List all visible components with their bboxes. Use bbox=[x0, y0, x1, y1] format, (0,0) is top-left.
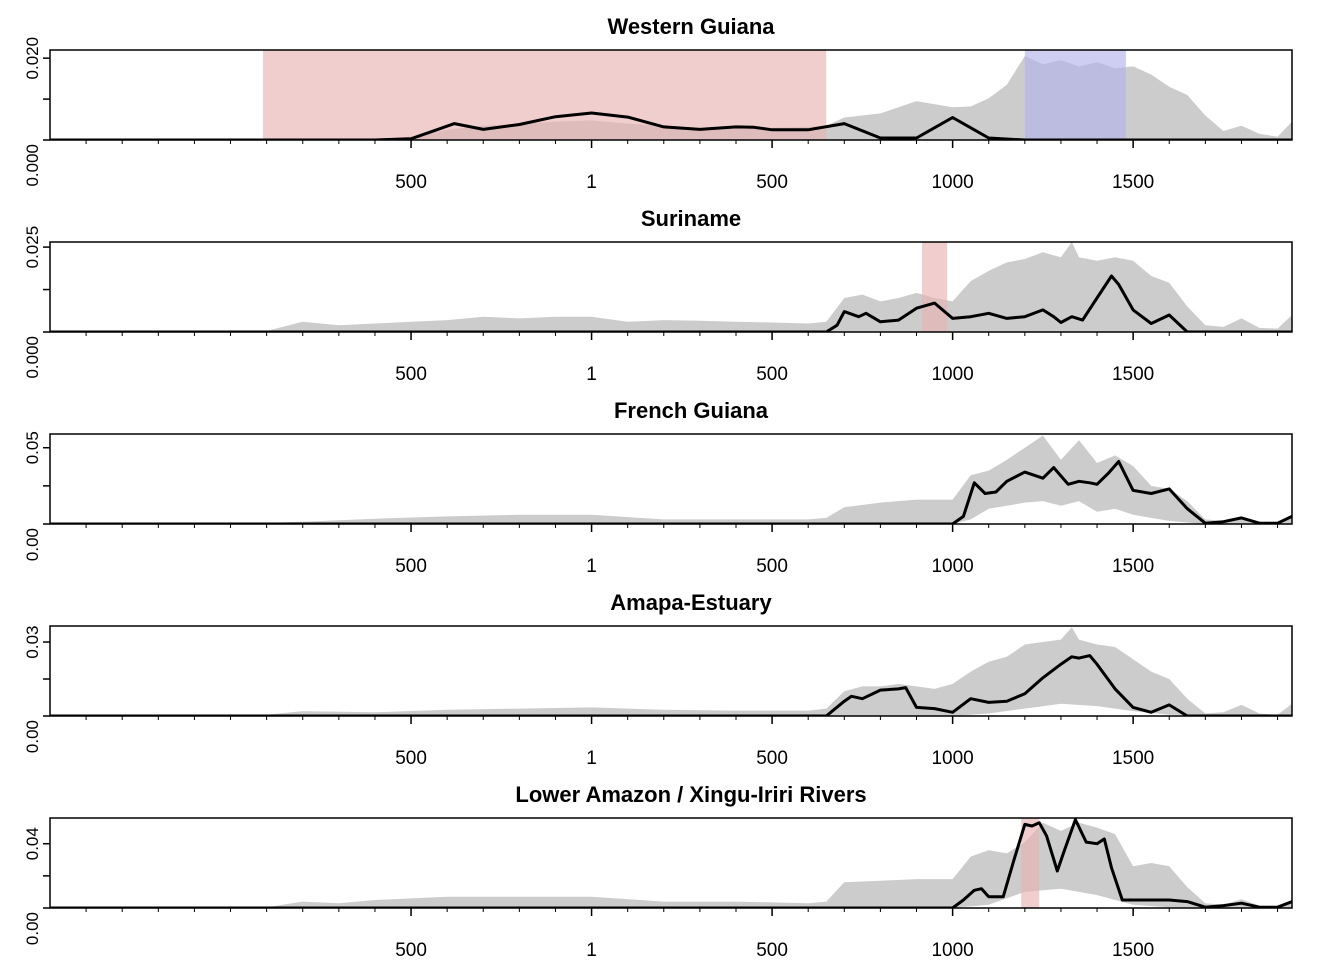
x-tick-label: 500 bbox=[395, 940, 427, 960]
y-tick-label: 0.00 bbox=[23, 720, 42, 753]
median-line bbox=[50, 460, 1292, 524]
x-tick-label: 500 bbox=[756, 364, 788, 385]
y-tick-label: 0.00 bbox=[23, 528, 42, 561]
y-tick-label: 0.04 bbox=[23, 827, 42, 860]
plot-area bbox=[50, 242, 1292, 332]
panel-title: Western Guiana bbox=[607, 14, 775, 39]
plot-frame bbox=[49, 625, 1293, 717]
panel-title: Suriname bbox=[641, 206, 741, 231]
x-tick-label: 500 bbox=[756, 172, 788, 193]
x-tick-label: 1000 bbox=[931, 172, 973, 193]
x-tick-label: 1 bbox=[586, 940, 597, 960]
median-line bbox=[50, 818, 1292, 908]
uncertainty-band bbox=[50, 627, 1292, 716]
y-tick-label: 0.025 bbox=[23, 226, 42, 269]
x-tick-label: 1000 bbox=[931, 556, 973, 577]
y-tick-label: 0.05 bbox=[23, 431, 42, 464]
x-tick-label: 1500 bbox=[1112, 940, 1154, 960]
median-line bbox=[50, 274, 1292, 332]
plot-frame bbox=[49, 817, 1293, 909]
x-tick-label: 1500 bbox=[1112, 172, 1154, 193]
x-tick-label: 500 bbox=[756, 940, 788, 960]
plot-area bbox=[50, 50, 1292, 140]
x-tick-label: 500 bbox=[395, 556, 427, 577]
panel-title: Amapa-Estuary bbox=[610, 590, 772, 615]
y-tick-label: 0.03 bbox=[23, 625, 42, 658]
x-tick-label: 1000 bbox=[931, 364, 973, 385]
median-line bbox=[50, 654, 1292, 716]
plot-frame bbox=[49, 433, 1293, 525]
x-tick-label: 1500 bbox=[1112, 364, 1154, 385]
uncertainty-band bbox=[50, 435, 1292, 524]
panel-title: French Guiana bbox=[614, 398, 769, 423]
highlight-region bbox=[263, 50, 827, 140]
y-tick-label: 0.00 bbox=[23, 912, 42, 945]
uncertainty-band bbox=[50, 822, 1292, 908]
x-tick-label: 1 bbox=[586, 748, 597, 769]
x-tick-label: 1 bbox=[586, 172, 597, 193]
x-tick-label: 1500 bbox=[1112, 748, 1154, 769]
plot-area bbox=[50, 627, 1292, 716]
x-tick-label: 500 bbox=[395, 172, 427, 193]
x-tick-label: 1 bbox=[586, 364, 597, 385]
x-tick-label: 500 bbox=[756, 556, 788, 577]
uncertainty-band bbox=[50, 56, 1292, 140]
uncertainty-band bbox=[50, 242, 1292, 332]
x-tick-label: 500 bbox=[756, 748, 788, 769]
highlight-region bbox=[921, 242, 948, 332]
x-tick-label: 1 bbox=[586, 556, 597, 577]
y-tick-label: 0.020 bbox=[23, 37, 42, 80]
plot-area bbox=[50, 435, 1292, 524]
x-tick-label: 1000 bbox=[931, 748, 973, 769]
highlight-region bbox=[1021, 818, 1040, 908]
plot-area bbox=[50, 818, 1292, 908]
x-tick-label: 500 bbox=[395, 364, 427, 385]
plot-frame bbox=[49, 241, 1293, 333]
x-tick-label: 500 bbox=[395, 748, 427, 769]
y-tick-label: 0.000 bbox=[23, 144, 42, 187]
x-tick-label: 1000 bbox=[931, 940, 973, 960]
x-tick-label: 1500 bbox=[1112, 556, 1154, 577]
y-tick-label: 0.000 bbox=[23, 336, 42, 379]
panel-title: Lower Amazon / Xingu-Iriri Rivers bbox=[515, 782, 866, 807]
plot-frame bbox=[49, 49, 1293, 141]
highlight-region bbox=[1024, 50, 1126, 140]
